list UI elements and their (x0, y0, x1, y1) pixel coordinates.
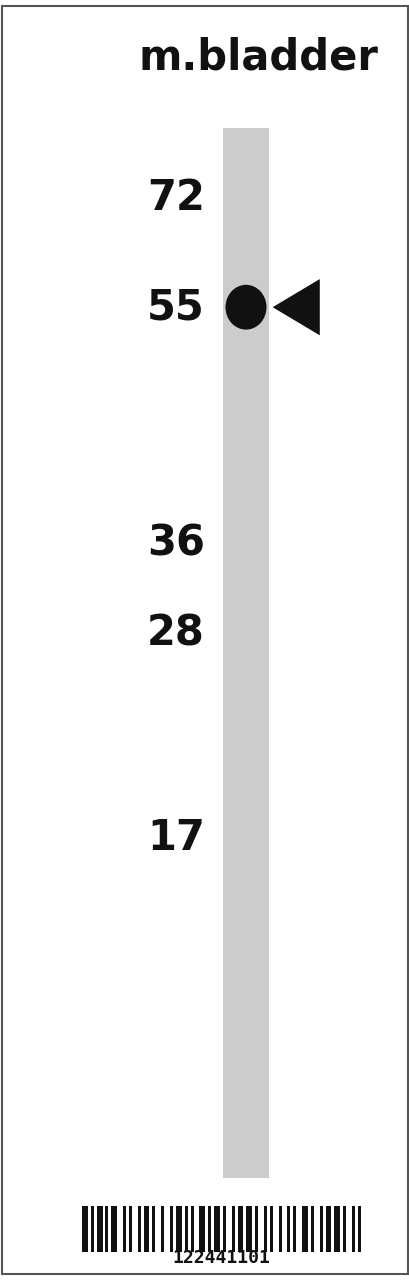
Bar (287, 1206, 290, 1252)
Bar (357, 1206, 360, 1252)
Bar (111, 1206, 117, 1252)
Bar (334, 1206, 339, 1252)
Bar (123, 1206, 126, 1252)
Bar (97, 1206, 102, 1252)
Bar (319, 1206, 322, 1252)
Bar (152, 1206, 155, 1252)
Bar (143, 1206, 149, 1252)
Text: 72: 72 (147, 178, 204, 219)
Bar (351, 1206, 354, 1252)
Text: m.bladder: m.bladder (138, 37, 378, 78)
Bar (208, 1206, 211, 1252)
Bar (263, 1206, 266, 1252)
Bar (90, 1206, 94, 1252)
Bar (184, 1206, 187, 1252)
Ellipse shape (225, 285, 266, 329)
Bar (82, 1206, 88, 1252)
Text: 55: 55 (147, 287, 204, 328)
Bar (325, 1206, 330, 1252)
Bar (213, 1206, 219, 1252)
Text: 28: 28 (147, 613, 204, 654)
Bar (292, 1206, 296, 1252)
Bar (190, 1206, 193, 1252)
Bar (105, 1206, 108, 1252)
Bar (175, 1206, 181, 1252)
Bar (199, 1206, 205, 1252)
Text: 122441101: 122441101 (172, 1249, 270, 1267)
Bar (231, 1206, 234, 1252)
Text: 36: 36 (147, 524, 204, 564)
Bar (301, 1206, 307, 1252)
Bar (222, 1206, 225, 1252)
Bar (254, 1206, 257, 1252)
Bar (137, 1206, 140, 1252)
Bar (223, 128, 268, 1178)
Bar (278, 1206, 281, 1252)
Bar (170, 1206, 173, 1252)
Bar (310, 1206, 313, 1252)
Bar (246, 1206, 252, 1252)
Bar (342, 1206, 345, 1252)
Bar (237, 1206, 243, 1252)
Bar (161, 1206, 164, 1252)
Bar (129, 1206, 132, 1252)
Bar (269, 1206, 272, 1252)
Text: 17: 17 (147, 818, 204, 859)
Polygon shape (272, 279, 319, 335)
